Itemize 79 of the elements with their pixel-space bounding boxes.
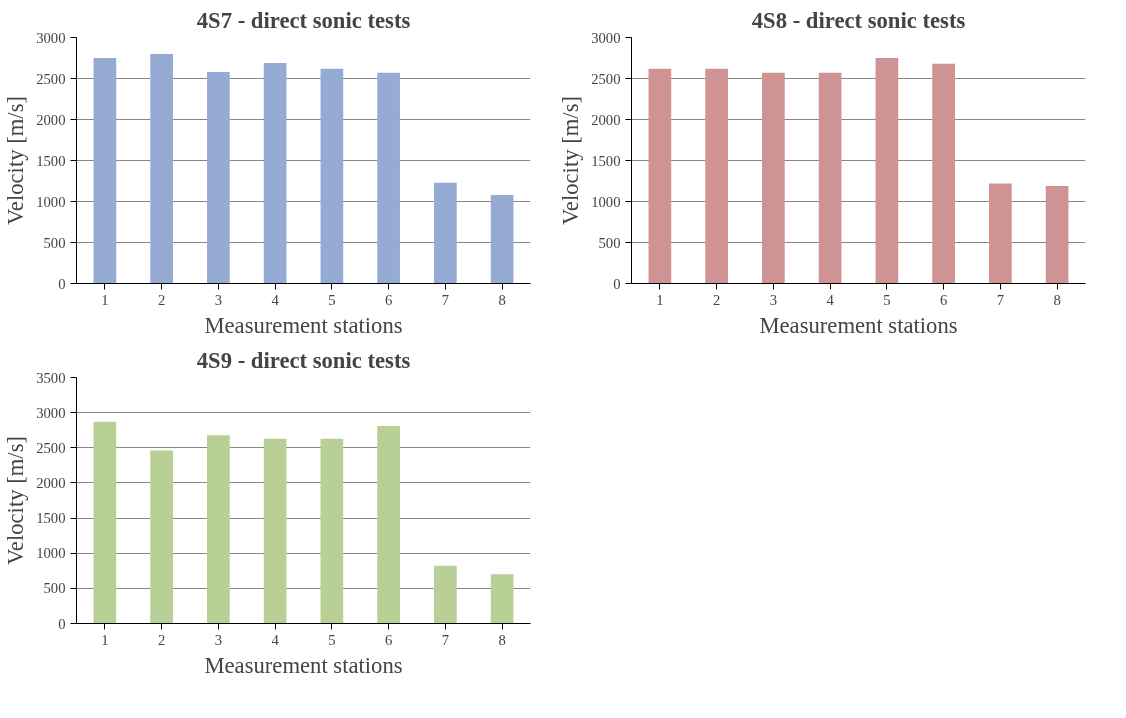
y-axis-title: Velocity [m/s]: [3, 435, 29, 565]
y-axis-title: Velocity [m/s]: [3, 95, 29, 225]
x-axis-title: Measurement stations: [204, 652, 403, 678]
x-tick-label: 8: [498, 631, 506, 648]
x-tick-label: 1: [101, 291, 109, 308]
y-tick-label: 0: [58, 275, 66, 292]
bar: [434, 182, 457, 284]
y-tick-label: 2500: [36, 439, 66, 456]
x-tick-label: 6: [384, 291, 393, 308]
x-tick-label: 4: [271, 291, 280, 308]
x-tick-label: 6: [939, 291, 948, 308]
bar: [875, 58, 899, 284]
y-tick-label: 1500: [36, 510, 66, 527]
bar: [150, 450, 173, 624]
bar: [93, 58, 117, 284]
x-tick-label: 6: [384, 631, 393, 648]
chart-title: 4S8 - direct sonic tests: [751, 7, 966, 33]
bar: [434, 565, 457, 624]
bar: [263, 62, 287, 284]
x-tick-label: 8: [498, 291, 506, 308]
x-tick-label: 7: [996, 291, 1005, 308]
x-tick-label: 3: [214, 631, 223, 648]
y-tick-label: 3000: [36, 29, 66, 46]
bar: [377, 426, 400, 624]
x-axis-title: Measurement stations: [204, 312, 403, 338]
x-tick-label: 8: [1053, 291, 1061, 308]
x-tick-label: 2: [157, 291, 166, 308]
bar: [762, 72, 785, 284]
y-tick-label: 2000: [36, 111, 66, 128]
x-tick-label: 7: [441, 291, 450, 308]
x-tick-label: 4: [271, 631, 280, 648]
x-tick-label: 4: [826, 291, 835, 308]
y-tick-label: 0: [58, 615, 66, 632]
bar: [207, 71, 230, 284]
x-tick-label: 7: [441, 631, 450, 648]
y-tick-label: 3000: [591, 29, 621, 46]
bar: [818, 72, 842, 284]
y-tick-label: 3500: [36, 369, 66, 386]
x-tick-label: 3: [769, 291, 778, 308]
bar: [648, 68, 672, 284]
y-tick-label: 1500: [36, 152, 66, 169]
bar: [989, 183, 1012, 284]
chart-title: 4S7 - direct sonic tests: [196, 7, 411, 33]
x-tick-label: 1: [656, 291, 664, 308]
y-tick-label: 1000: [591, 193, 621, 210]
bar: [490, 574, 514, 624]
y-tick-label: 3000: [36, 404, 66, 421]
chart-title: 4S9 - direct sonic tests: [196, 347, 411, 373]
bar: [263, 438, 287, 624]
y-tick-label: 0: [613, 275, 621, 292]
y-tick-label: 500: [43, 234, 66, 251]
y-tick-label: 1000: [36, 545, 66, 562]
x-tick-label: 2: [157, 631, 166, 648]
x-tick-label: 1: [101, 631, 109, 648]
bar: [93, 421, 117, 624]
y-tick-label: 1500: [591, 152, 621, 169]
x-tick-label: 3: [214, 291, 223, 308]
bar: [490, 194, 514, 284]
x-tick-label: 5: [883, 291, 891, 308]
x-tick-label: 5: [328, 631, 336, 648]
y-tick-label: 500: [43, 580, 66, 597]
y-axis-title: Velocity [m/s]: [558, 95, 584, 225]
y-tick-label: 2500: [36, 70, 66, 87]
bar: [1045, 185, 1069, 284]
bar: [207, 435, 230, 624]
y-tick-label: 500: [598, 234, 621, 251]
x-tick-label: 2: [712, 291, 721, 308]
bar: [377, 72, 400, 284]
bar: [320, 438, 344, 624]
x-tick-label: 5: [328, 291, 336, 308]
bar: [320, 68, 344, 284]
bar: [932, 63, 955, 284]
y-tick-label: 2500: [591, 70, 621, 87]
bar: [150, 53, 173, 284]
y-tick-label: 2000: [36, 474, 66, 491]
bar: [705, 68, 728, 284]
y-tick-label: 1000: [36, 193, 66, 210]
x-axis-title: Measurement stations: [759, 312, 958, 338]
y-tick-label: 2000: [591, 111, 621, 128]
